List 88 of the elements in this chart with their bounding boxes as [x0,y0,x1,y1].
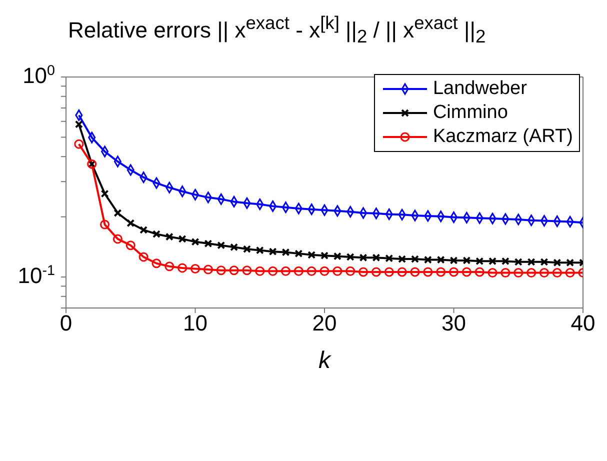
point [514,268,524,278]
point [126,219,135,228]
point [204,240,212,248]
point [242,245,251,254]
point [152,258,162,268]
point [112,234,122,244]
point [474,267,484,277]
point [178,263,188,273]
point [410,255,419,264]
point [282,248,290,256]
legend-label: Kaczmarz (ART) [432,125,573,149]
point [358,267,368,277]
point [384,267,394,277]
point [526,268,536,278]
point [462,267,472,277]
point [539,268,549,278]
point [397,267,407,277]
point [372,254,380,262]
point [385,254,394,262]
point [423,267,433,277]
point [398,255,406,264]
point [100,220,110,230]
point [74,120,83,128]
point [359,254,368,262]
point [436,256,445,264]
point [216,266,226,276]
y-tick-label: 10$^{-1}$ [18,263,56,288]
point [450,256,458,264]
point [138,252,148,262]
point [256,246,264,254]
point [294,250,303,258]
x-axis-title: k [318,347,332,374]
point [164,262,174,272]
x-tick-label: 40 [570,310,596,336]
point [100,190,109,198]
point [553,258,562,267]
point [488,268,498,278]
x-tick-label: 20 [312,310,337,336]
point [320,266,330,276]
point [371,267,381,277]
point [540,258,548,266]
x-tick-label: 30 [442,310,466,336]
point [152,230,160,238]
point [126,240,136,250]
point [255,266,265,276]
point [346,252,354,261]
point [268,248,277,256]
point [566,258,574,267]
point [203,264,213,274]
point [424,256,432,264]
point [178,234,186,243]
point [242,266,252,276]
point [565,268,575,278]
point [190,264,200,274]
point [217,241,226,250]
point [501,257,510,266]
point [74,139,84,149]
point [229,266,239,276]
point [462,256,471,264]
point [410,267,420,277]
point [191,238,200,246]
point [332,266,342,276]
x-tick-label: 10 [183,310,208,336]
point [280,266,290,276]
y-tick-label: 10$^{0}$ [22,63,56,88]
point [165,232,174,241]
legend-label: Landweber [432,77,527,101]
point [476,257,484,266]
point [514,258,522,266]
x-tick-label: 0 [60,310,72,336]
point [333,252,342,260]
point [140,226,148,234]
point [320,252,328,260]
legend-label: Cimmino [432,101,508,125]
point [527,258,536,266]
point [488,257,497,266]
point [449,267,458,277]
point [114,208,122,217]
chart-title: Relative errors || x$^{exact}$ - x$^{[k]}$ ||$_{2}$ / || x$^{exact}$ ||$_{2}$ [68,12,486,47]
point [500,268,510,278]
point [294,266,304,276]
point [268,266,278,276]
point [552,268,562,278]
point [346,266,356,276]
point [230,243,238,252]
point [308,250,316,259]
point [306,266,316,276]
point [436,267,446,277]
